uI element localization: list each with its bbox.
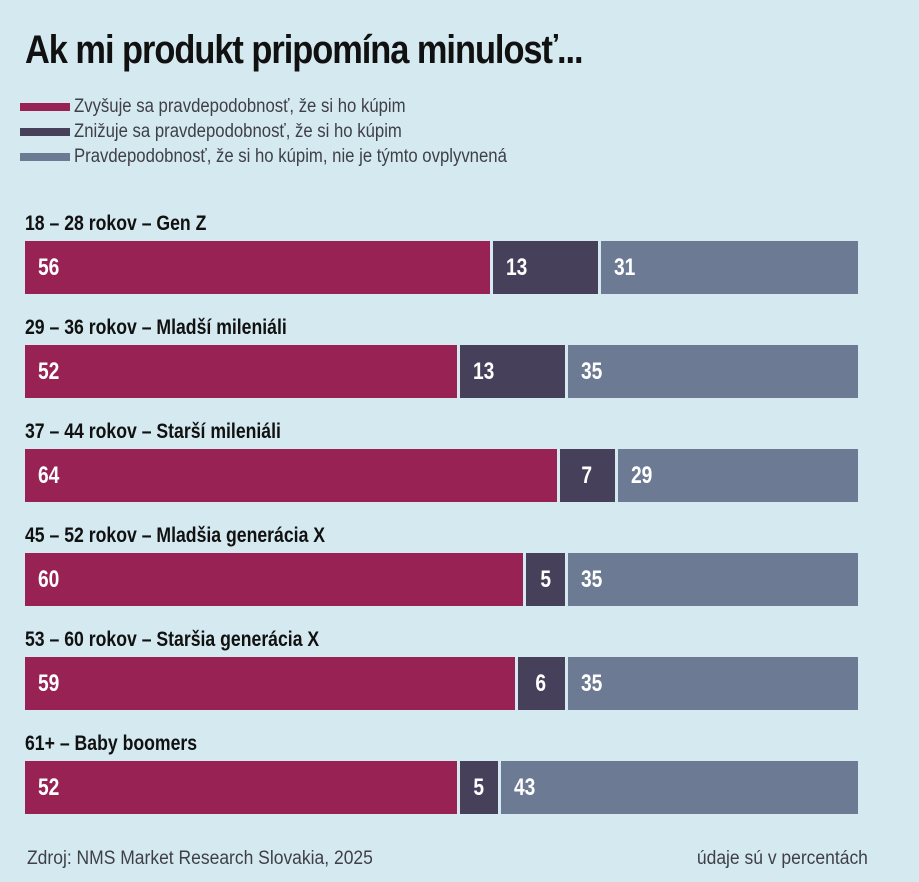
bar-group: 61+ – Baby boomers 52 5 43 (25, 731, 858, 814)
bar-segment-decrease: 6 (517, 657, 565, 710)
stacked-bar: 52 13 35 (25, 345, 858, 398)
category-label: 18 – 28 rokov – Gen Z (25, 212, 207, 235)
bar-group: 37 – 44 rokov – Starší mileniáli 64 7 29 (25, 419, 858, 502)
stacked-bar: 64 7 29 (25, 449, 858, 502)
data-label: 35 (580, 358, 603, 385)
legend-swatch-decrease (20, 127, 70, 136)
data-label: 35 (580, 566, 603, 593)
category-label: 45 – 52 rokov – Mladšia generácia X (25, 524, 326, 547)
chart-title: Ak mi produkt pripomína minulosť... (25, 28, 584, 72)
data-label: 7 (581, 462, 593, 489)
data-label: 56 (38, 254, 60, 281)
source-note: Zdroj: NMS Market Research Slovakia, 202… (27, 848, 373, 869)
data-label: 64 (38, 462, 60, 489)
stacked-bar: 60 5 35 (25, 553, 858, 606)
bar-segment-unaffected: 31 (601, 241, 858, 294)
legend-item-unaffected: Pravdepodobnosť, že si ho kúpim, nie je … (20, 144, 566, 169)
bar-segment-unaffected: 35 (567, 553, 858, 606)
legend-item-increase: Zvyšuje sa pravdepodobnosť, že si ho kúp… (20, 94, 566, 119)
data-label: 29 (630, 462, 653, 489)
bar-segment-increase: 52 (25, 761, 457, 814)
bar-segment-decrease: 5 (459, 761, 499, 814)
bar-segment-increase: 64 (25, 449, 557, 502)
data-label: 31 (614, 254, 636, 281)
bar-segment-unaffected: 35 (567, 657, 858, 710)
legend-swatch-increase (20, 102, 70, 111)
stacked-bar: 52 5 43 (25, 761, 858, 814)
data-label: 59 (38, 670, 60, 697)
bar-group: 18 – 28 rokov – Gen Z 56 13 31 (25, 211, 858, 294)
data-label: 52 (38, 774, 60, 801)
stacked-bar: 56 13 31 (25, 241, 858, 294)
data-label: 60 (38, 566, 60, 593)
bar-segment-unaffected: 35 (567, 345, 858, 398)
category-label: 53 – 60 rokov – Staršia generácia X (25, 628, 320, 651)
bar-segment-increase: 60 (25, 553, 524, 606)
data-label: 13 (505, 254, 528, 281)
stacked-bar: 59 6 35 (25, 657, 858, 710)
data-label: 13 (472, 358, 495, 385)
data-label: 43 (514, 774, 536, 801)
bar-segment-decrease: 13 (492, 241, 599, 294)
bar-segment-decrease: 5 (526, 553, 565, 606)
bar-segment-decrease: 7 (559, 449, 615, 502)
bar-segment-increase: 59 (25, 657, 515, 710)
legend-swatch-unaffected (20, 152, 70, 161)
category-label: 29 – 36 rokov – Mladší mileniáli (25, 316, 287, 339)
data-label: 6 (535, 670, 547, 697)
data-label: 52 (38, 358, 60, 385)
bar-segment-unaffected: 43 (501, 761, 858, 814)
bar-segment-decrease: 13 (459, 345, 565, 398)
data-label: 35 (580, 670, 603, 697)
data-label: 5 (473, 774, 485, 801)
legend-item-decrease: Znižuje sa pravdepodobnosť, že si ho kúp… (20, 119, 566, 144)
legend-label-unaffected: Pravdepodobnosť, že si ho kúpim, nie je … (74, 145, 507, 167)
legend: Zvyšuje sa pravdepodobnosť, že si ho kúp… (20, 94, 566, 169)
data-label: 5 (539, 566, 551, 593)
bar-segment-increase: 56 (25, 241, 490, 294)
bar-group: 53 – 60 rokov – Staršia generácia X 59 6 35 (25, 627, 858, 710)
legend-label-decrease: Znižuje sa pravdepodobnosť, že si ho kúp… (74, 120, 402, 142)
bar-segment-increase: 52 (25, 345, 457, 398)
legend-label-increase: Zvyšuje sa pravdepodobnosť, že si ho kúp… (74, 95, 406, 117)
category-label: 37 – 44 rokov – Starší mileniáli (25, 420, 281, 443)
bar-segment-unaffected: 29 (617, 449, 858, 502)
bar-group: 45 – 52 rokov – Mladšia generácia X 60 5 35 (25, 523, 858, 606)
category-label: 61+ – Baby boomers (25, 732, 198, 755)
bar-group: 29 – 36 rokov – Mladší mileniáli 52 13 35 (25, 315, 858, 398)
unit-note: údaje sú v percentách (696, 848, 868, 869)
